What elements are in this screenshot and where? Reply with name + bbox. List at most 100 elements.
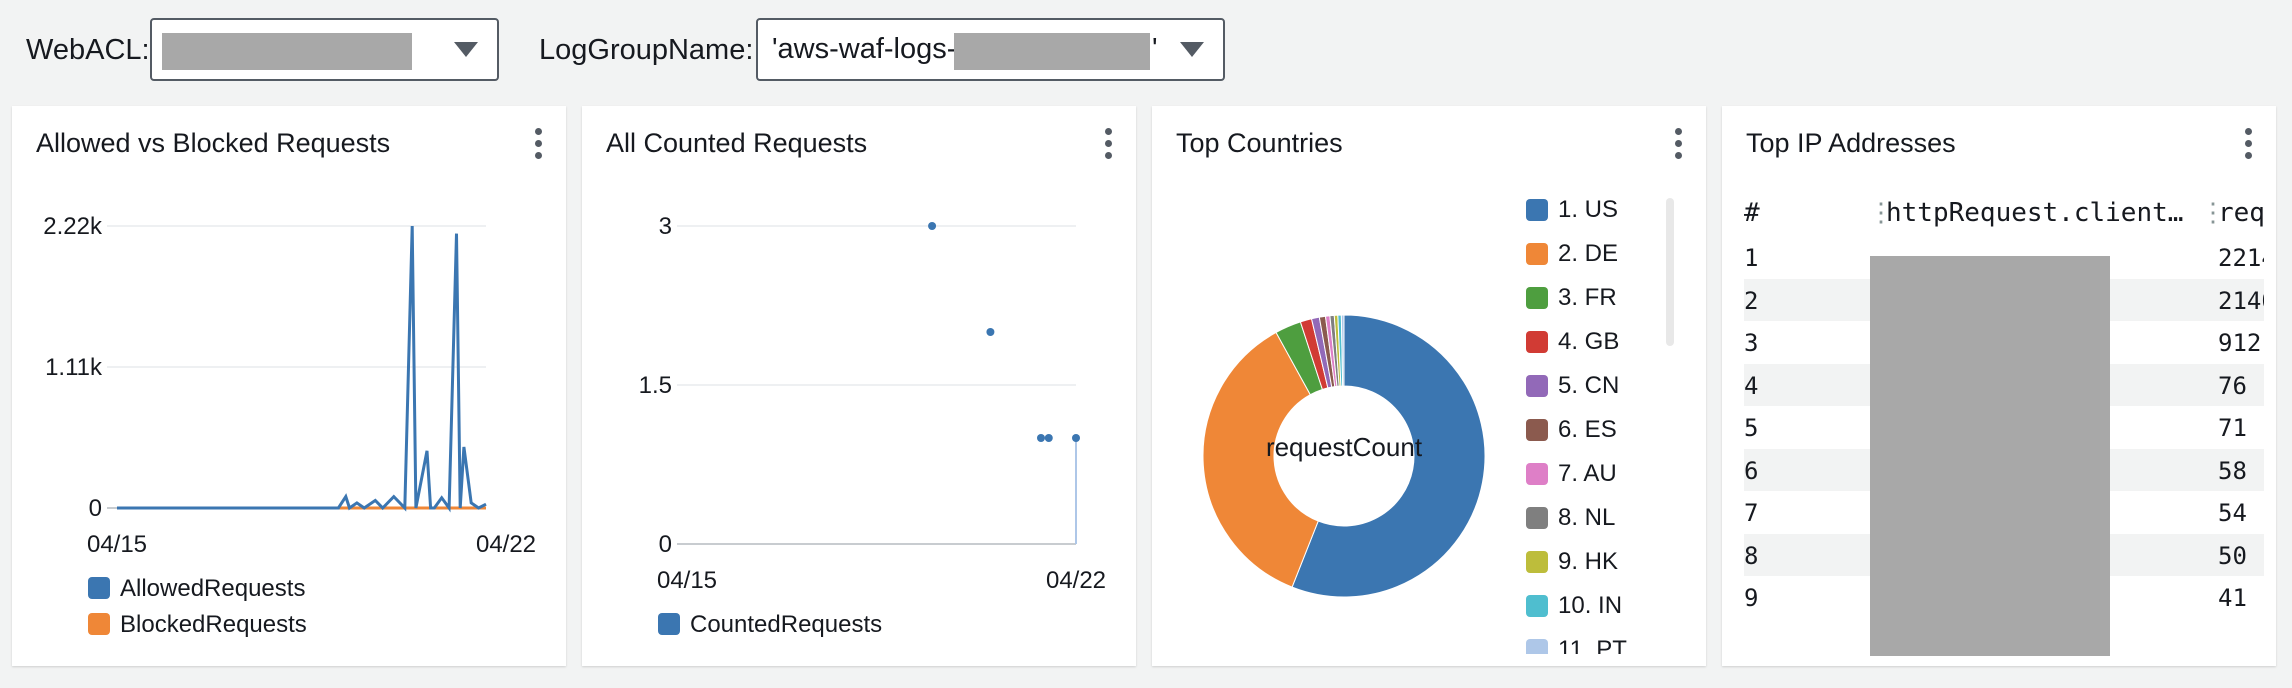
column-resize-handle[interactable]: ⋮ [2200,198,2226,228]
legend-label: 11. PT [1558,636,1627,654]
more-options-icon[interactable] [1672,128,1684,164]
legend-swatch-allowed [88,577,110,599]
x-tick-label: 04/22 [476,531,536,558]
row-request-count: 76 [2218,371,2247,400]
row-request-count: 58 [2218,456,2247,485]
column-header[interactable]: # [1744,198,1760,228]
legend-swatch [1526,463,1548,485]
row-rank: 7 [1744,499,1759,527]
column-header[interactable]: req [2218,198,2264,228]
table-row[interactable]: 5 71 [1744,406,2264,448]
y-tick-label: 3 [659,213,672,240]
legend-label: 7. AU [1558,460,1617,487]
donut-slice [1291,314,1486,598]
donut-slice [1202,331,1319,588]
legend-label[interactable]: AllowedRequests [120,575,306,602]
legend-entry[interactable]: 10. IN [1526,590,1686,620]
panel-allowed-blocked: Allowed vs Blocked Requests 2.22k 1.11k … [12,106,566,666]
y-tick-label: 1.11k [45,354,103,381]
table-header: # ⋮ httpRequest.client… ⋮ req [1744,186,2264,236]
legend-label: 4. GB [1558,328,1620,355]
row-rank: 2 [1744,286,1759,315]
data-point [1044,434,1053,442]
legend-label: 6. ES [1558,416,1617,443]
donut-slice [1340,314,1345,387]
y-tick-label: 0 [89,495,102,522]
counted-chart: 3 1.5 0 04/15 04/22 [639,213,1106,594]
donut-center-label: requestCount [1266,432,1423,462]
legend-swatch [1526,551,1548,573]
legend-label: 9. HK [1558,548,1619,575]
legend-entry[interactable]: 1. US [1526,194,1686,224]
column-header[interactable]: httpRequest.client… [1886,198,2184,228]
panel-title: Top Countries [1176,128,1343,158]
redacted-ip-column [1870,256,2110,656]
chevron-down-icon[interactable] [454,42,478,57]
legend-entry[interactable]: 5. CN [1526,370,1686,400]
webacl-dropdown[interactable] [150,18,499,81]
row-rank: 1 [1744,244,1759,272]
x-tick-label: 04/15 [87,531,147,558]
legend-swatch [1526,199,1548,221]
column-resize-handle[interactable]: ⋮ [1868,198,1894,228]
data-point [928,222,937,230]
legend-entry[interactable]: 4. GB [1526,326,1686,356]
loggroup-label: LogGroupName: [539,34,754,66]
legend-swatch [1526,331,1548,353]
panel-title: Allowed vs Blocked Requests [36,128,391,158]
row-rank: 4 [1744,371,1759,400]
loggroup-prefix: 'aws-waf-logs- [772,33,957,65]
data-point [1036,434,1045,442]
chevron-down-icon[interactable] [1180,42,1204,57]
more-options-icon[interactable] [2242,128,2254,164]
legend-swatch [1526,375,1548,397]
more-options-icon[interactable] [532,128,544,164]
x-tick-label: 04/22 [1046,567,1106,594]
legend-scrollbar[interactable] [1666,198,1674,346]
legend-label: 2. DE [1558,240,1619,267]
legend-label[interactable]: CountedRequests [690,611,883,638]
more-options-icon[interactable] [1102,128,1114,164]
row-rank: 6 [1744,456,1759,485]
legend-swatch [1526,507,1548,529]
table-row[interactable]: 9 41 [1744,576,2264,618]
table-row[interactable]: 3 912 [1744,321,2264,363]
row-rank: 3 [1744,329,1759,357]
legend-entry[interactable]: 7. AU [1526,458,1686,488]
row-rank: 9 [1744,584,1759,612]
series-line-AllowedRequests [117,225,487,513]
loggroup-dropdown[interactable]: 'aws-waf-logs- ' [756,18,1225,81]
redacted-value [162,33,412,70]
table-row[interactable]: 7 54 [1744,491,2264,533]
row-request-count: 54 [2218,499,2247,527]
legend-entry[interactable]: 3. FR [1526,282,1686,312]
row-request-count: 71 [2218,414,2247,442]
y-tick-label: 0 [659,531,672,558]
legend-entry[interactable]: 9. HK [1526,546,1686,576]
countries-legend: 1. US 2. DE 3. FR 4. GB 5. CN 6. ES 7. AU 8. NL… [1526,194,1686,654]
legend-entry[interactable]: 2. DE [1526,238,1686,268]
panel-title: All Counted Requests [606,128,868,158]
countries-donut: requestCount [1202,314,1486,598]
row-request-count: 2140 [2218,286,2264,315]
legend-entry[interactable]: 8. NL [1526,502,1686,532]
legend-entry[interactable]: 11. PT [1526,634,1686,654]
legend-label: 3. FR [1558,284,1617,311]
redacted-value [954,33,1150,70]
legend-swatch [1526,419,1548,441]
legend-entry[interactable]: 6. ES [1526,414,1686,444]
loggroup-suffix: ' [1152,33,1158,65]
legend-swatch [1526,287,1548,309]
x-tick-label: 04/15 [657,567,717,594]
panel-countries: Top Countries requestCount 1. US 2. DE 3. … [1152,106,1706,666]
legend-label[interactable]: BlockedRequests [120,611,307,638]
row-rank: 5 [1744,414,1759,442]
data-point [1072,434,1080,442]
row-request-count: 41 [2218,584,2247,612]
panel-title: Top IP Addresses [1746,128,1956,158]
legend-swatch-blocked [88,613,110,635]
filter-bar: WebACL: LogGroupName: 'aws-waf-logs- ' [0,0,2292,100]
allowed-blocked-chart: 2.22k 1.11k 0 04/15 04/22 [43,213,536,558]
